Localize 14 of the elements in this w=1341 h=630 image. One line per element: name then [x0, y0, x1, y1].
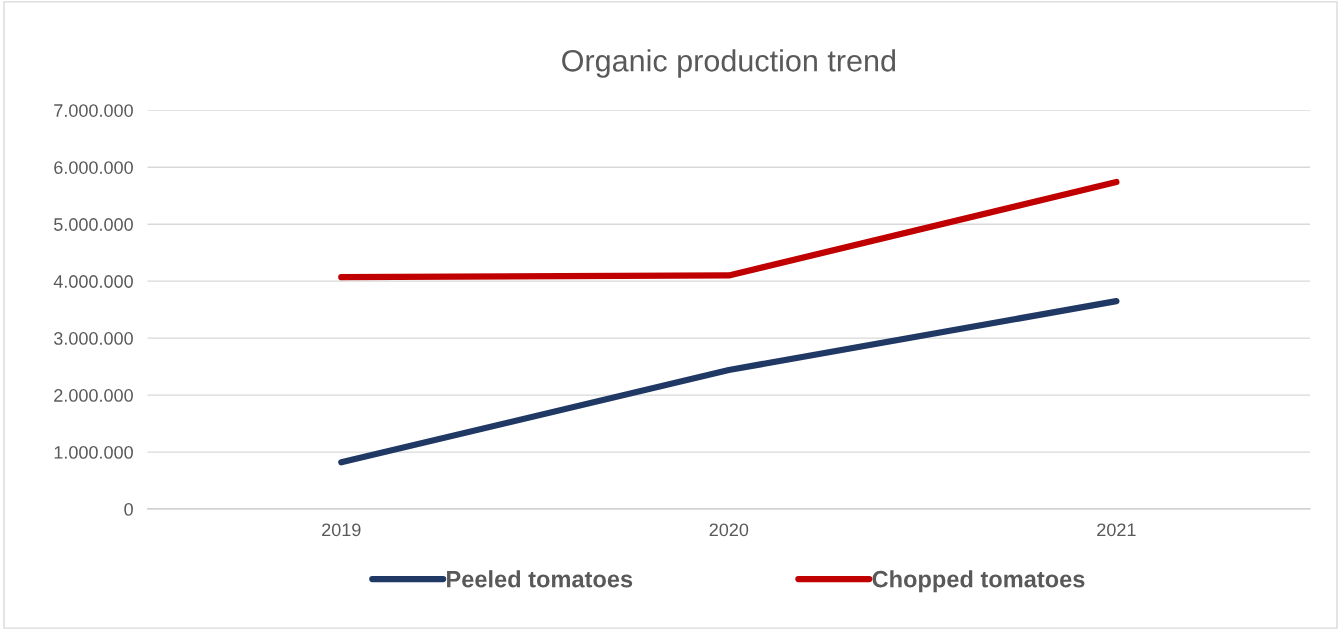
y-tick-label: 2.000.000 [54, 389, 133, 402]
legend-label: Peeled tomatoes [447, 570, 633, 588]
y-tick-label: 1.000.000 [54, 446, 133, 459]
y-tick-label: 6.000.000 [54, 161, 133, 174]
x-tick-label: 2021 [1097, 523, 1136, 537]
y-tick-label: 0 [124, 502, 133, 516]
legend-label: Chopped tomatoes [872, 570, 1085, 593]
x-tick-label: 2019 [322, 523, 361, 537]
y-tick-label: 5.000.000 [54, 218, 133, 231]
y-tick-label: 4.000.000 [53, 275, 133, 288]
y-tick-label: 3.000.000 [53, 332, 133, 345]
chart-title: Organic production trend [562, 49, 896, 78]
y-tick-label: 7.000.000 [54, 104, 133, 117]
x-tick-label: 2020 [709, 523, 749, 537]
